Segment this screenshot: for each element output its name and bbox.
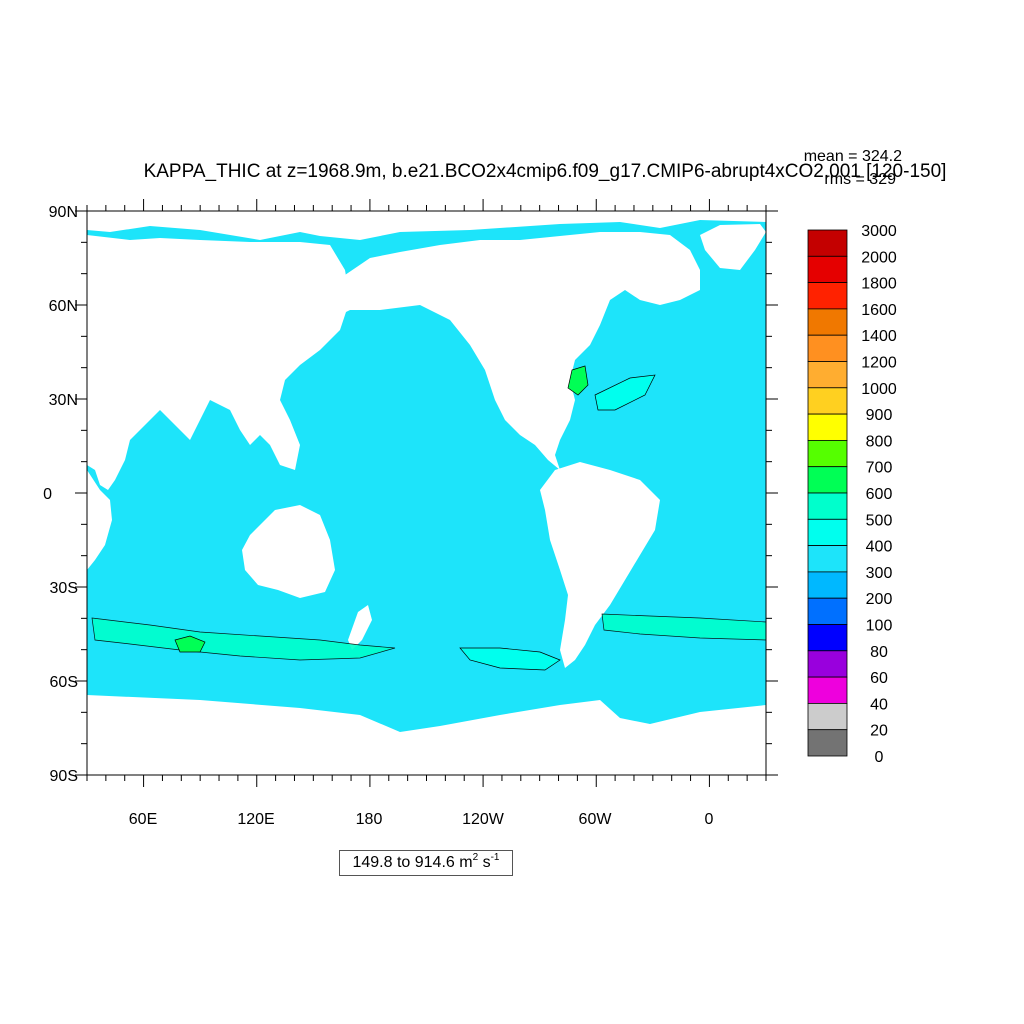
y-tick-label: 0 [43, 486, 52, 503]
land-masses [87, 211, 766, 775]
range-text: 149.8 to 914.6 m [352, 854, 473, 871]
colorbar-label: 80 [870, 644, 888, 661]
colorbar-label: 2000 [861, 249, 897, 266]
map-panel [86, 210, 767, 776]
colorbar-swatch [807, 439, 848, 468]
colorbar-swatch [807, 308, 848, 336]
colorbar-swatch [807, 282, 848, 310]
mean-stat: mean = 324.2 [804, 148, 902, 165]
colorbar-swatch [807, 729, 848, 757]
rms-stat: rms = 329 [824, 171, 896, 188]
y-tick-label: 30N [49, 392, 78, 409]
africa-land [87, 470, 112, 570]
antarctica-land [87, 695, 766, 775]
x-tick-label: 60W [579, 811, 613, 828]
colorbar-label: 0 [875, 749, 884, 766]
greenland-land [700, 224, 766, 270]
colorbar-label: 3000 [861, 223, 897, 240]
colorbar-swatch [807, 571, 848, 599]
contour-regions [91, 365, 767, 671]
colorbar-label: 500 [866, 512, 893, 529]
colorbar-swatch [807, 703, 848, 731]
colorbar-swatch [807, 361, 848, 389]
north-atlantic-region [594, 374, 656, 411]
colorbar-label: 1600 [861, 302, 897, 319]
colorbar-swatch [807, 413, 848, 441]
y-axis-labels: 90N 60N 30N 0 30S 60S 90S [43, 204, 78, 785]
arctic-land [87, 211, 766, 240]
colorbar-swatch [807, 492, 848, 520]
colorbar-swatch [807, 518, 848, 546]
south-america-land [540, 462, 660, 668]
colorbar-label: 20 [870, 723, 888, 740]
unit-exponent-1: 2 [472, 852, 479, 863]
colorbar-label: 800 [866, 433, 893, 450]
colorbar-swatch [807, 387, 848, 415]
colorbar-swatch [807, 624, 848, 652]
colorbar-swatch [807, 466, 848, 494]
gulf-stream-region [567, 365, 589, 396]
colorbar-label: 1000 [861, 381, 897, 398]
y-tick-label: 60S [50, 674, 78, 691]
new-zealand-land [348, 605, 372, 650]
southern-ocean-band-west [91, 617, 396, 661]
colorbar-label: 200 [866, 591, 893, 608]
colorbar-label: 1400 [861, 328, 897, 345]
colorbar-label: 1200 [861, 355, 897, 372]
x-tick-label: 60E [129, 811, 157, 828]
colorbar: 3000200018001600140012001000900800700600… [807, 223, 897, 766]
colorbar-swatch [807, 545, 848, 573]
colorbar-label: 60 [870, 670, 888, 687]
y-tick-label: 90S [50, 768, 78, 785]
x-tick-label: 120E [237, 811, 274, 828]
colorbar-swatch [807, 229, 848, 257]
colorbar-label: 900 [866, 407, 893, 424]
colorbar-swatch [807, 334, 848, 362]
colorbar-swatch [807, 255, 848, 283]
colorbar-label: 700 [866, 460, 893, 477]
colorbar-label: 1800 [861, 276, 897, 293]
drake-passage-region [459, 647, 561, 671]
y-tick-label: 30S [50, 580, 78, 597]
colorbar-label: 300 [866, 565, 893, 582]
y-tick-label: 90N [49, 204, 78, 221]
x-tick-label: 120W [462, 811, 505, 828]
colorbar-label: 40 [870, 696, 888, 713]
value-range-label: 149.8 to 914.6 m2 s-1 [339, 850, 513, 876]
x-axis-labels: 60E 120E 180 120W 60W 0 [129, 811, 714, 828]
x-tick-label: 180 [356, 811, 383, 828]
axis-ticks [75, 199, 778, 787]
colorbar-label: 100 [866, 618, 893, 635]
eurasia-africa-land [87, 235, 350, 490]
colorbar-label: 600 [866, 486, 893, 503]
y-tick-label: 60N [49, 298, 78, 315]
north-america-land [330, 232, 700, 470]
colorbar-swatch [807, 676, 848, 704]
indian-ocean-peak [174, 635, 206, 653]
x-tick-label: 0 [705, 811, 714, 828]
colorbar-swatch [807, 597, 848, 625]
plot-title: KAPPA_THIC at z=1968.9m, b.e21.BCO2x4cmi… [144, 161, 947, 182]
colorbar-swatch [807, 650, 848, 678]
unit-exponent-2: -1 [490, 852, 500, 863]
unit-mid: s [478, 854, 491, 871]
australia-land [242, 505, 335, 598]
colorbar-label: 400 [866, 539, 893, 556]
